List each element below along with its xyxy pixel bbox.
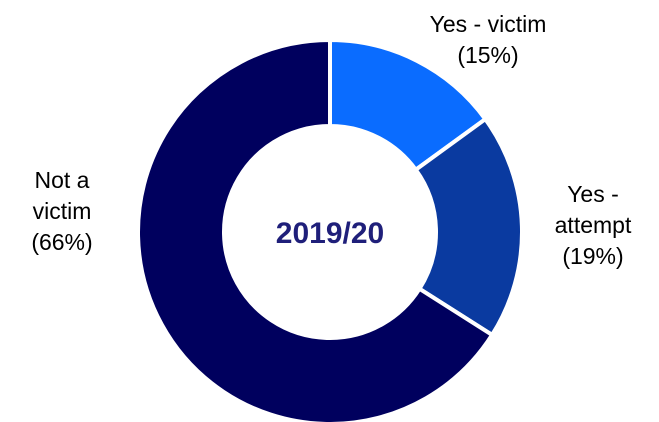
slice-label-line: victim <box>33 198 92 224</box>
slice-label-line: (19%) <box>562 243 623 269</box>
slice-label-line: (66%) <box>31 229 92 255</box>
slice-label-line: attempt <box>555 212 632 238</box>
slice-label-yes-victim: Yes - victim (15%) <box>430 11 547 68</box>
slice-label-line: Yes - victim <box>430 11 547 37</box>
center-label: 2019/20 <box>276 217 384 250</box>
slice-label-line: (15%) <box>457 42 518 68</box>
labels-group: Yes - victim (15%) Yes - attempt (19%) Not a v… <box>31 11 632 269</box>
slice-label-not-a-victim: Not a victim (66%) <box>31 167 92 255</box>
slice-label-line: Yes - <box>567 181 619 207</box>
slice-not-a-victim <box>136 37 495 422</box>
slice-label-line: Not a <box>35 167 90 193</box>
slice-label-yes-attempt: Yes - attempt (19%) <box>555 181 632 269</box>
slices-group <box>136 37 524 422</box>
slice-yes-attempt <box>412 116 524 338</box>
